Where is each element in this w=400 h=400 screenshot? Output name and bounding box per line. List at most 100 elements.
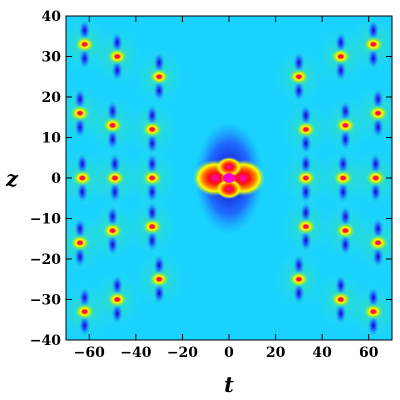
peak-lobe-lower [106,233,119,256]
peak-16 [363,36,384,53]
x-tick-label: −60 [74,345,105,361]
peak-lobe-upper [299,104,312,127]
peak-lobe-upper [106,205,119,228]
y-axis-label: z [5,166,19,191]
peak-11 [102,222,123,239]
peak-3 [149,68,170,85]
x-tick-label: −20 [167,345,198,361]
peak-lobe-upper [299,201,312,224]
peak-15 [149,271,170,288]
peak-lobe-upper [369,153,382,175]
peak-lobe-upper [111,31,124,54]
peak-lobe-lower [106,128,119,151]
y-tick-label: −10 [30,212,61,228]
peak-lobe-upper [146,153,159,175]
peak-lobe-upper [76,153,89,175]
peak-10 [69,234,90,251]
peak-lobe-lower [76,181,89,203]
peak-lobe-upper [153,51,166,74]
peak-lobe-lower [78,314,91,337]
peak-6 [142,121,163,138]
y-tick-label: −30 [30,293,61,309]
peak-lobe-lower [78,47,91,70]
peak-lobe-lower [153,79,166,102]
peak-18 [288,68,309,85]
peak-lobe-lower [292,282,305,305]
x-tick-label: −40 [120,345,151,361]
x-tick-label: 40 [312,345,332,361]
peak-19 [368,105,389,122]
peak-7 [72,170,93,186]
x-axis-ticks: −60 −40 −20 0 20 40 60 [74,16,379,361]
central-lobe-bottom [216,179,242,199]
y-axis-ticks: −40 −30 −20 −10 0 10 20 30 40 [30,9,392,349]
peak-25 [368,234,389,251]
central-peak [223,173,235,183]
peak-29 [330,291,351,308]
peak-lobe-lower [367,314,380,337]
peak-lobe-lower [339,233,352,256]
peak-lobe-upper [78,286,91,309]
peak-lobe-upper [372,88,385,111]
central-lobe-top [216,157,242,177]
peak-4 [69,105,90,122]
peak-lobe-upper [299,153,312,175]
peak-14 [107,291,128,308]
peak-17 [330,48,351,65]
peak-lobe-upper [108,153,121,175]
peak-lobe-upper [372,217,385,240]
y-tick-label: 20 [42,90,62,106]
peak-lobe-lower [73,245,86,268]
peak-lobe-lower [299,229,312,252]
peak-lobe-lower [299,181,312,203]
y-tick-label: 30 [42,50,62,66]
peak-lobe-lower [73,116,86,139]
peak-lobe-lower [334,302,347,325]
peak-lobe-upper [292,51,305,74]
peak-30 [288,271,309,288]
peak-lobe-upper [292,254,305,277]
peak-lobe-lower [299,132,312,155]
peak-lobe-lower [111,302,124,325]
peak-lobe-upper [146,201,159,224]
peak-26 [335,222,356,239]
peak-23 [333,170,354,186]
peak-lobe-upper [367,286,380,309]
peak-lobe-lower [337,181,350,203]
plot-area [66,16,392,340]
peak-lobe-upper [339,205,352,228]
peak-lobe-upper [73,217,86,240]
y-tick-label: 40 [42,9,62,25]
y-tick-label: 10 [42,131,62,147]
y-tick-label: −20 [30,252,61,268]
peak-lobe-upper [153,254,166,277]
peak-12 [142,218,163,235]
peak-lobe-upper [106,100,119,123]
x-tick-label: 60 [359,345,379,361]
peak-27 [295,218,316,235]
peak-lobe-lower [146,181,159,203]
peak-lobe-upper [337,153,350,175]
peak-lobe-lower [153,282,166,305]
peak-2 [107,48,128,65]
peak-lobe-upper [334,31,347,54]
peak-20 [335,117,356,134]
peak-lobe-lower [292,79,305,102]
peak-lobe-lower [146,229,159,252]
x-tick-label: 20 [266,345,286,361]
peak-lobe-upper [339,100,352,123]
peak-lobe-lower [334,59,347,82]
peak-lobe-lower [146,132,159,155]
peak-5 [102,117,123,134]
peak-8 [104,170,125,186]
peak-24 [295,170,316,186]
x-axis-label: t [224,372,234,397]
peak-1 [74,36,95,53]
peak-lobe-lower [372,116,385,139]
peak-lobe-upper [111,274,124,297]
peak-lobe-lower [111,59,124,82]
y-tick-label: 0 [51,171,61,187]
peak-lobe-lower [372,245,385,268]
peak-lobe-upper [73,88,86,111]
